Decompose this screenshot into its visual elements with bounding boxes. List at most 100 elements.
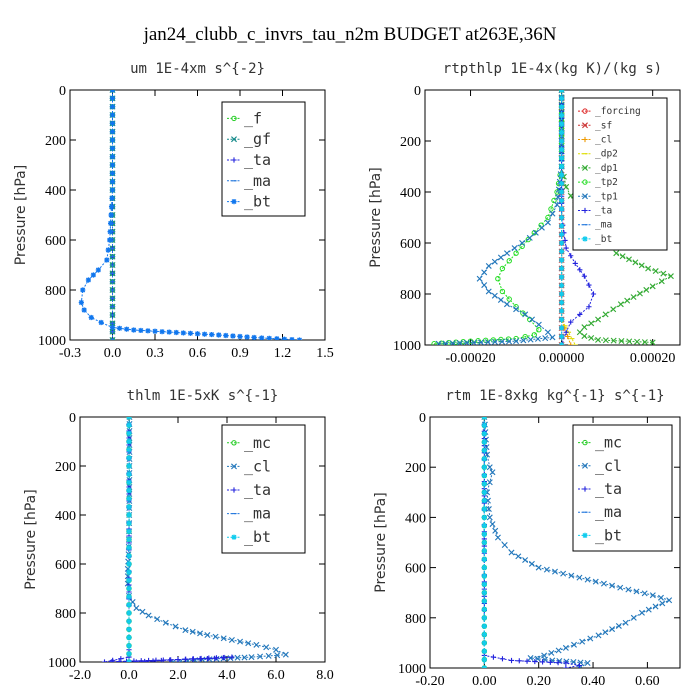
- marker-dp1: [618, 338, 625, 344]
- marker-bt: [152, 328, 158, 334]
- marker-tp1: [542, 335, 549, 342]
- marker-bt: [116, 325, 123, 331]
- marker-bt: [109, 112, 116, 118]
- marker-bt: [266, 335, 272, 340]
- y-tick-label: 200: [405, 461, 426, 476]
- marker-bt: [481, 464, 487, 470]
- marker-bt: [108, 212, 114, 218]
- marker-bt: [481, 606, 487, 613]
- marker-bt: [109, 187, 116, 193]
- marker-ta: [581, 273, 587, 279]
- marker-dp1: [588, 320, 595, 327]
- marker-tp1: [538, 224, 545, 231]
- marker-tp1: [449, 340, 456, 345]
- legend-marker: [231, 157, 237, 163]
- marker-tp1: [470, 339, 477, 345]
- marker-bt: [559, 282, 565, 289]
- marker-cl: [595, 632, 602, 639]
- marker-ta: [563, 660, 569, 666]
- x-tick-label: 1.2: [274, 346, 292, 361]
- marker-tp2: [531, 332, 537, 338]
- y-tick-label: 1000: [38, 334, 66, 349]
- marker-dp1: [567, 192, 574, 199]
- series-group: [78, 90, 303, 340]
- marker-dp1: [641, 339, 648, 345]
- marker-cl: [527, 654, 534, 661]
- marker-bt: [107, 229, 113, 235]
- marker-tp1: [527, 336, 534, 343]
- marker-bt: [126, 422, 132, 428]
- marker-tp1: [554, 201, 561, 208]
- marker-ta: [213, 655, 220, 661]
- marker-bt: [481, 481, 487, 487]
- plot-frame: [79, 416, 326, 663]
- panel-3: rtm 1E-8xkg kg^{-1} s^{-1} Pressure [hPa]…: [373, 388, 681, 689]
- marker-cl: [515, 553, 522, 560]
- marker-dp1: [588, 334, 595, 341]
- marker-tp1: [549, 334, 556, 341]
- x-tick-label: 2.0: [169, 668, 187, 683]
- marker-bt: [559, 197, 565, 204]
- marker-cl: [133, 605, 140, 612]
- marker-bt: [126, 463, 132, 469]
- series-line-tp1: [438, 90, 563, 345]
- marker-tp2: [513, 250, 519, 256]
- marker-bt: [126, 561, 132, 567]
- marker-cl: [489, 469, 496, 476]
- marker-cl: [548, 649, 555, 656]
- marker-tp1: [481, 269, 488, 276]
- marker-cl: [485, 506, 492, 513]
- marker-cl: [154, 616, 161, 623]
- marker-bt: [126, 520, 132, 526]
- panel-title: thlm 1E-5xK s^{-1}: [127, 388, 279, 404]
- marker-cl: [609, 582, 616, 589]
- marker-bt: [559, 112, 565, 119]
- marker-cl: [587, 635, 594, 642]
- marker-bt: [104, 257, 110, 263]
- y-tick-label: 0: [69, 411, 76, 426]
- marker-bt: [559, 146, 565, 153]
- marker-ta: [572, 260, 578, 266]
- legend-marker: [231, 115, 237, 122]
- panel-0: um 1E-4xm s^{-2} Pressure [hPa] 0 200 400 600…: [13, 61, 334, 361]
- marker-ta: [499, 656, 506, 662]
- marker-ta: [109, 337, 116, 340]
- marker-bt: [559, 214, 565, 221]
- legend-box: [572, 97, 668, 251]
- marker-cl: [630, 614, 637, 621]
- marker-cl: [212, 633, 219, 640]
- marker-dp1: [649, 283, 656, 290]
- marker-cl: [633, 588, 640, 595]
- marker-tp1: [503, 250, 510, 257]
- marker-bt: [481, 565, 487, 571]
- marker-bt: [481, 623, 487, 629]
- marker-tp1: [511, 245, 518, 252]
- marker-bt: [259, 335, 265, 340]
- marker-ta: [547, 659, 553, 665]
- marker-tp1: [529, 316, 535, 323]
- marker-bt: [126, 659, 132, 662]
- marker-bt: [481, 590, 487, 596]
- legend-marker: [582, 236, 588, 242]
- marker-bt: [109, 95, 116, 101]
- marker-bt: [126, 569, 132, 575]
- marker-tp2: [519, 243, 525, 250]
- marker-ta: [190, 656, 196, 662]
- marker-bt: [126, 536, 132, 543]
- marker-tp1: [435, 340, 442, 345]
- legend-label: _ma: [244, 505, 271, 523]
- marker-bt: [126, 479, 132, 485]
- marker-bt: [559, 274, 565, 280]
- marker-bt: [126, 618, 132, 624]
- marker-bt: [559, 240, 565, 246]
- panel-title: rtm 1E-8xkg kg^{-1} s^{-1}: [445, 388, 664, 404]
- marker-bt: [126, 512, 132, 518]
- legend: _mc _cl _ta _ma _bt: [221, 424, 306, 554]
- marker-cl: [560, 570, 567, 577]
- marker-bt: [481, 447, 487, 454]
- marker-cl: [265, 652, 272, 659]
- y-tick-label: 800: [55, 607, 76, 622]
- marker-bt: [559, 248, 565, 255]
- marker-cl: [494, 534, 501, 541]
- marker-bt: [126, 585, 132, 592]
